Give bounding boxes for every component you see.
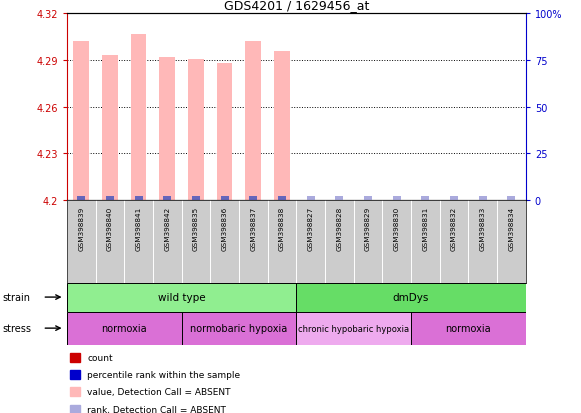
Bar <box>421 197 429 200</box>
Bar <box>181 312 296 345</box>
Text: GSM398839: GSM398839 <box>78 206 84 250</box>
Text: dmDys: dmDys <box>393 292 429 302</box>
Text: value, Detection Call = ABSENT: value, Detection Call = ABSENT <box>87 387 231 396</box>
Text: normoxia: normoxia <box>101 323 147 333</box>
Bar <box>67 312 181 345</box>
Text: GSM398842: GSM398842 <box>164 206 170 250</box>
Bar <box>188 59 204 200</box>
Bar <box>296 312 411 345</box>
Text: GSM398833: GSM398833 <box>480 206 486 250</box>
Bar <box>507 197 515 200</box>
Text: wild type: wild type <box>158 292 205 302</box>
Bar <box>192 197 200 200</box>
Text: GSM398836: GSM398836 <box>221 206 228 250</box>
Bar <box>278 197 286 200</box>
Bar <box>67 283 296 312</box>
Text: normobaric hypoxia: normobaric hypoxia <box>191 323 288 333</box>
Text: GSM398832: GSM398832 <box>451 206 457 250</box>
Text: GSM398835: GSM398835 <box>193 206 199 250</box>
Text: GSM398840: GSM398840 <box>107 206 113 250</box>
Bar <box>364 197 372 200</box>
Text: GSM398829: GSM398829 <box>365 206 371 250</box>
Bar <box>217 64 232 200</box>
Bar <box>393 197 401 200</box>
Bar <box>450 197 458 200</box>
Text: normoxia: normoxia <box>446 323 492 333</box>
Bar <box>159 58 175 200</box>
Bar <box>135 197 142 200</box>
Text: GSM398841: GSM398841 <box>135 206 142 250</box>
Bar <box>249 197 257 200</box>
Bar <box>77 197 85 200</box>
Text: GSM398838: GSM398838 <box>279 206 285 250</box>
Text: GSM398831: GSM398831 <box>422 206 428 250</box>
Text: GSM398830: GSM398830 <box>394 206 400 250</box>
Bar <box>131 35 146 200</box>
Text: strain: strain <box>3 292 31 302</box>
Bar <box>411 312 526 345</box>
Bar <box>274 52 290 200</box>
Text: GSM398834: GSM398834 <box>508 206 514 250</box>
Title: GDS4201 / 1629456_at: GDS4201 / 1629456_at <box>224 0 369 12</box>
Bar <box>221 197 228 200</box>
Text: rank, Detection Call = ABSENT: rank, Detection Call = ABSENT <box>87 405 226 413</box>
Bar <box>163 197 171 200</box>
Bar <box>335 197 343 200</box>
Text: GSM398827: GSM398827 <box>308 206 314 250</box>
Text: GSM398837: GSM398837 <box>250 206 256 250</box>
Bar <box>296 283 526 312</box>
Bar <box>106 197 114 200</box>
Text: GSM398828: GSM398828 <box>336 206 342 250</box>
Text: percentile rank within the sample: percentile rank within the sample <box>87 370 241 379</box>
Bar <box>73 43 89 200</box>
Text: stress: stress <box>3 323 32 333</box>
Text: chronic hypobaric hypoxia: chronic hypobaric hypoxia <box>298 324 409 333</box>
Bar <box>102 56 118 200</box>
Bar <box>479 197 487 200</box>
Text: count: count <box>87 353 113 362</box>
Bar <box>245 43 261 200</box>
Bar <box>307 197 315 200</box>
